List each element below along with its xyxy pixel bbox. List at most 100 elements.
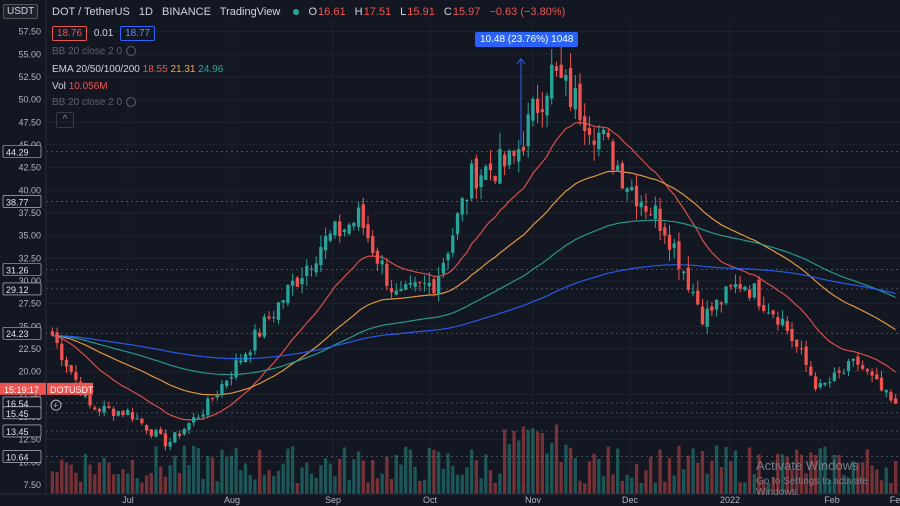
price-marker-label: 24.23 [6, 329, 29, 339]
candle-body [418, 281, 422, 283]
indicator-bb1[interactable]: BB 20 close 2 0 [52, 46, 137, 57]
candle-body [385, 263, 389, 286]
volume-bar [653, 482, 658, 494]
candle-body [262, 316, 267, 337]
candle-body [842, 372, 846, 374]
volume-bar [804, 473, 808, 494]
interval[interactable]: 1D [138, 6, 153, 18]
volume-bar [884, 467, 888, 494]
volume-bar [663, 481, 667, 494]
candle-body [451, 235, 455, 253]
spread-value: 0.01 [93, 28, 114, 39]
currency-selector[interactable]: USDT [3, 4, 39, 19]
bb2-label: BB 20 close 2 0 [52, 97, 123, 108]
candle-body [248, 352, 252, 355]
candle-body [69, 365, 73, 372]
eye-icon[interactable] [126, 46, 137, 57]
activate-windows-title: Activate Windows [756, 458, 859, 473]
volume-bar [290, 446, 295, 494]
volume-bar [488, 470, 493, 494]
candle-body [531, 98, 535, 121]
candle-body [243, 354, 248, 363]
candle-body [140, 418, 144, 424]
volume-bar [780, 454, 785, 494]
candle-body [389, 288, 394, 293]
volume-bar [182, 445, 186, 494]
volume-bar [611, 474, 615, 494]
ema-label: EMA 20/50/100/200 [52, 64, 140, 75]
symbol-name[interactable]: DOT / TetherUS [52, 6, 130, 18]
candle-body [163, 433, 168, 447]
indicator-ema[interactable]: EMA 20/50/100/200 18.55 21.31 24.96 [52, 64, 223, 75]
measure-tooltip: 10.48 (23.76%) 1048 [475, 32, 579, 47]
collapse-legend-button[interactable]: ^ [56, 112, 74, 128]
candle-body [545, 95, 549, 116]
candle-body [375, 250, 380, 264]
volume-bar [672, 475, 676, 494]
sell-price-button[interactable]: 18.76 [52, 26, 88, 41]
candle-body [752, 283, 756, 298]
time-tick-label: Dec [622, 495, 639, 505]
volume-bar [705, 473, 709, 494]
indicator-bb2[interactable]: BB 20 close 2 0 [52, 97, 137, 108]
volume-bar [78, 481, 83, 494]
volume-bar [460, 474, 464, 494]
volume-bar [333, 476, 337, 494]
price-tick-label: 27.50 [18, 299, 41, 309]
candle-body [813, 376, 818, 390]
price-tick-label: 50.00 [18, 95, 41, 105]
volume-bar [262, 474, 267, 494]
candle-body [347, 224, 351, 234]
volume-bar [55, 472, 59, 494]
eye-icon[interactable] [126, 97, 137, 108]
candle-body [441, 262, 446, 274]
candle-body [97, 408, 102, 412]
volume-bar [809, 452, 813, 494]
time-tick-label: Sep [325, 495, 341, 505]
volume-bar [135, 478, 139, 494]
candle-body [573, 88, 577, 110]
price-marker-box [2, 424, 42, 438]
high-label: H [354, 6, 363, 18]
volume-bar [342, 447, 347, 494]
candle-body [634, 185, 639, 207]
volume-bar [639, 483, 643, 494]
time-tick-label: Fe [890, 495, 900, 505]
volume-bar [319, 465, 323, 494]
price-tick-label: 57.50 [18, 27, 41, 37]
volume-bar [149, 473, 153, 494]
volume-bar [394, 455, 398, 494]
price-marker-label: 16.54 [6, 399, 29, 409]
volume-bar [846, 477, 851, 494]
close-label: C [443, 6, 452, 18]
volume-bar [870, 465, 874, 494]
price-marker-label: 31.26 [6, 266, 29, 276]
candle-body [672, 243, 676, 248]
indicator-vol[interactable]: Vol 10.056M [52, 81, 108, 92]
candle-body [663, 227, 667, 236]
candle-body [290, 280, 295, 286]
volume-bar [559, 461, 563, 494]
volume-bar [616, 448, 620, 494]
volume-bar [385, 456, 389, 494]
candle-body [493, 175, 497, 182]
volume-bar [828, 479, 832, 494]
buy-price-button[interactable]: 18.77 [120, 26, 156, 41]
time-tick-label: Nov [525, 495, 542, 505]
candle-body [583, 116, 587, 131]
price-tick-label: 37.50 [18, 208, 41, 218]
exchange: BINANCE [162, 6, 211, 18]
candle-body [512, 151, 516, 156]
volume-bar [484, 454, 488, 494]
candle-body [705, 308, 709, 327]
candle-body [893, 398, 898, 404]
candle-body [696, 290, 700, 305]
volume-bar [644, 470, 648, 494]
candle-body [64, 360, 69, 367]
volume-bar [366, 482, 370, 494]
volume-bar [352, 459, 356, 494]
price-tick-label: 25.00 [18, 321, 41, 331]
price-tick-label: 20.00 [18, 367, 41, 377]
volume-bar [550, 442, 554, 494]
